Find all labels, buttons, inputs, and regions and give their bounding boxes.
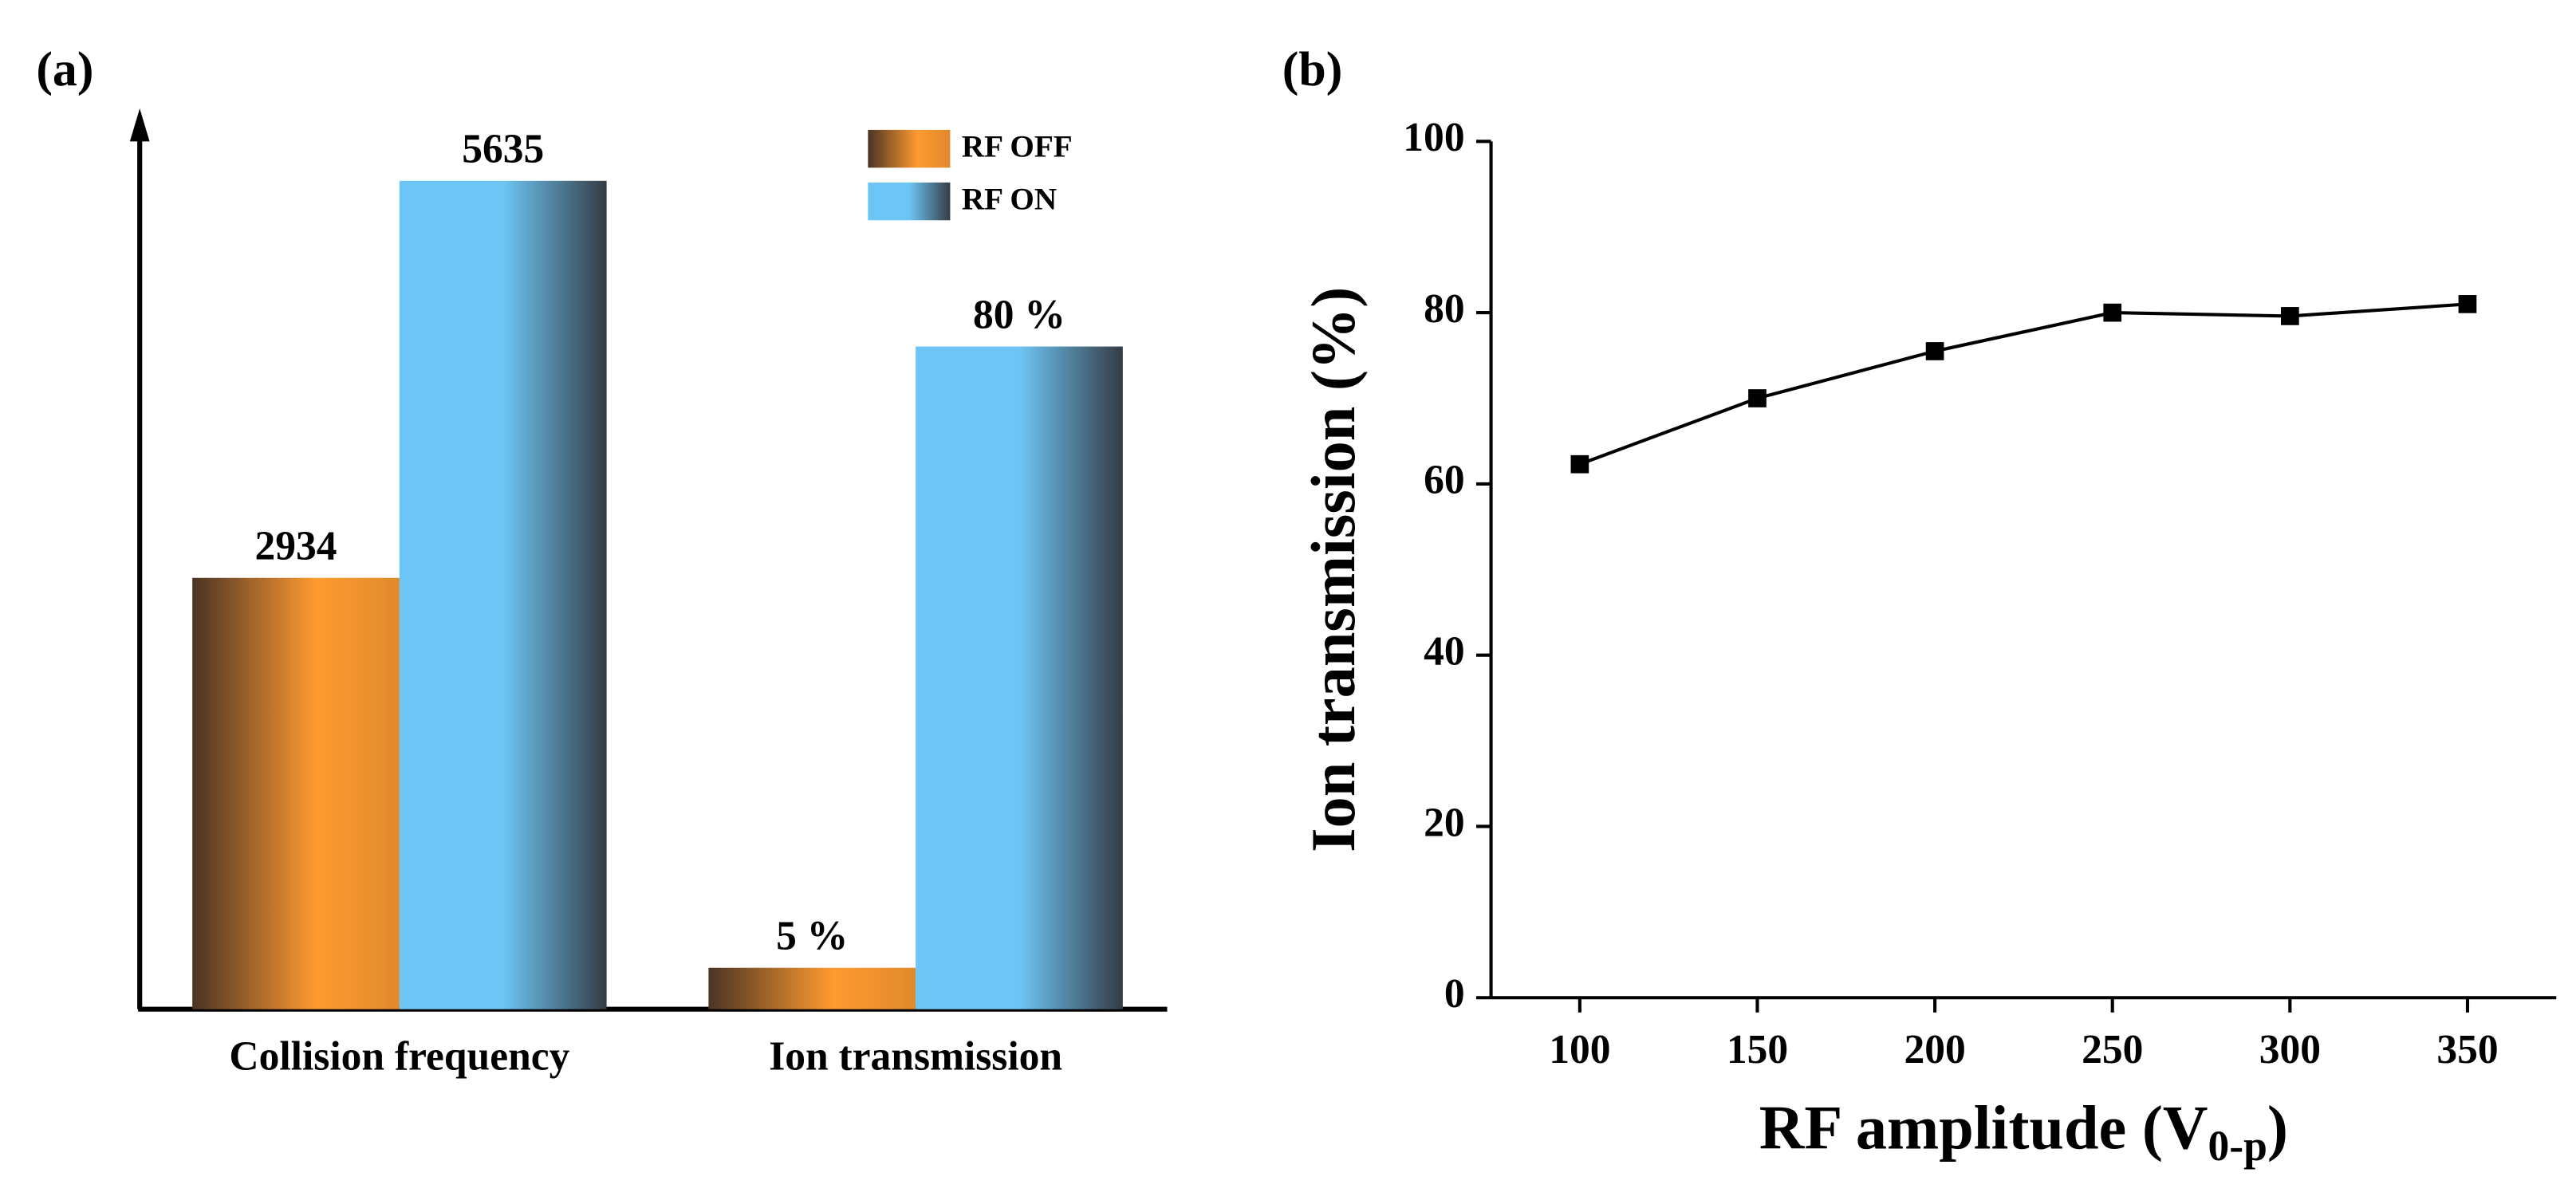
x-tick-label: 350 bbox=[2436, 1027, 2498, 1072]
bar bbox=[192, 577, 400, 1009]
x-tick-label: 150 bbox=[1727, 1027, 1788, 1072]
line bbox=[1579, 302, 2468, 466]
value-label: 2934 bbox=[255, 524, 337, 569]
x-tick-label: 100 bbox=[1549, 1027, 1610, 1072]
panel-label: (b) bbox=[1282, 42, 1343, 96]
bar bbox=[916, 346, 1123, 1009]
legend-label: RF ON bbox=[962, 183, 1057, 217]
marker bbox=[2281, 307, 2299, 325]
x-axis-label-part: ) bbox=[2267, 1092, 2288, 1162]
x-axis-label-part: RF amplitude (V bbox=[1759, 1092, 2208, 1162]
x-tick-label: Ion transmission bbox=[769, 1033, 1062, 1079]
x-tick-label: 250 bbox=[2082, 1027, 2143, 1072]
y-tick-label: 80 bbox=[1424, 286, 1465, 332]
legend-label: RF OFF bbox=[962, 130, 1073, 164]
panel-label: (a) bbox=[36, 42, 93, 96]
x-tick-label: Collision frequency bbox=[229, 1033, 569, 1079]
marker bbox=[1748, 389, 1767, 407]
legend-swatch bbox=[868, 129, 951, 168]
y-tick-label: 40 bbox=[1424, 629, 1465, 675]
y-tick-label: 20 bbox=[1424, 800, 1465, 845]
marker bbox=[2103, 303, 2122, 322]
value-label: 5 % bbox=[776, 914, 848, 959]
marker bbox=[1570, 454, 1589, 474]
y-tick-label: 0 bbox=[1444, 971, 1465, 1017]
bar bbox=[708, 967, 916, 1009]
x-tick-label: 200 bbox=[1904, 1027, 1965, 1072]
x-axis-label-part: 0-p bbox=[2208, 1122, 2267, 1170]
value-label: 5635 bbox=[462, 127, 544, 172]
bar bbox=[399, 180, 607, 1009]
marker bbox=[2458, 295, 2477, 313]
marker bbox=[1925, 342, 1944, 360]
axis-arrow bbox=[129, 108, 150, 142]
x-tick-label: 300 bbox=[2259, 1027, 2321, 1072]
y-axis-label: Ion transmission (%) bbox=[1298, 287, 1368, 852]
x-axis-label: RF amplitude (V0-p) bbox=[1759, 1092, 2288, 1170]
legend-swatch bbox=[868, 182, 951, 221]
value-label: 80 % bbox=[973, 292, 1065, 337]
y-tick-label: 100 bbox=[1403, 115, 1464, 160]
y-tick-label: 60 bbox=[1424, 458, 1465, 503]
